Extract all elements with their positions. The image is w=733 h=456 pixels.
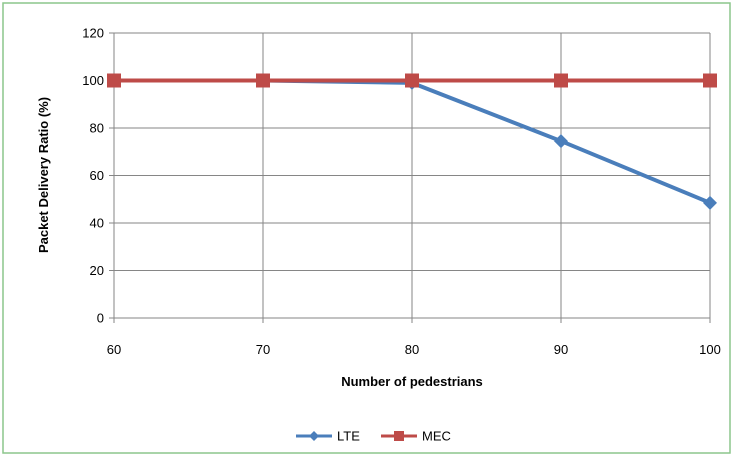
legend-marker-mec: [394, 431, 404, 441]
x-axis-title: Number of pedestrians: [341, 374, 483, 389]
data-point-mec: [256, 73, 270, 88]
legend-label-lte: LTE: [337, 429, 360, 444]
data-point-lte: [703, 195, 717, 210]
y-tick-label: 80: [90, 121, 104, 136]
series-layer: [107, 73, 717, 210]
y-tick-label: 20: [90, 263, 104, 278]
legend-label-mec: MEC: [422, 429, 451, 444]
x-tick-label: 70: [256, 342, 270, 357]
legend: LTE MEC: [296, 429, 451, 444]
y-tick-label: 100: [82, 73, 104, 88]
x-tick-label: 100: [699, 342, 721, 357]
data-point-mec: [554, 73, 568, 88]
x-tick-label: 60: [107, 342, 121, 357]
x-tick-label: 90: [554, 342, 568, 357]
y-tick-label: 120: [82, 26, 104, 41]
data-point-mec: [405, 73, 419, 88]
y-axis-title: Packet Delivery Ratio (%): [36, 97, 51, 253]
data-point-mec: [703, 73, 717, 88]
y-tick-label: 40: [90, 216, 104, 231]
y-tick-label: 60: [90, 168, 104, 183]
x-tick-label: 80: [405, 342, 419, 357]
data-point-lte: [554, 134, 568, 149]
x-tick-labels: 60 70 80 90 100: [107, 342, 721, 357]
y-tick-label: 0: [97, 311, 104, 326]
legend-marker-lte: [309, 431, 319, 441]
y-tick-labels: 0 20 40 60 80 100 120: [82, 26, 104, 326]
data-point-mec: [107, 73, 121, 88]
